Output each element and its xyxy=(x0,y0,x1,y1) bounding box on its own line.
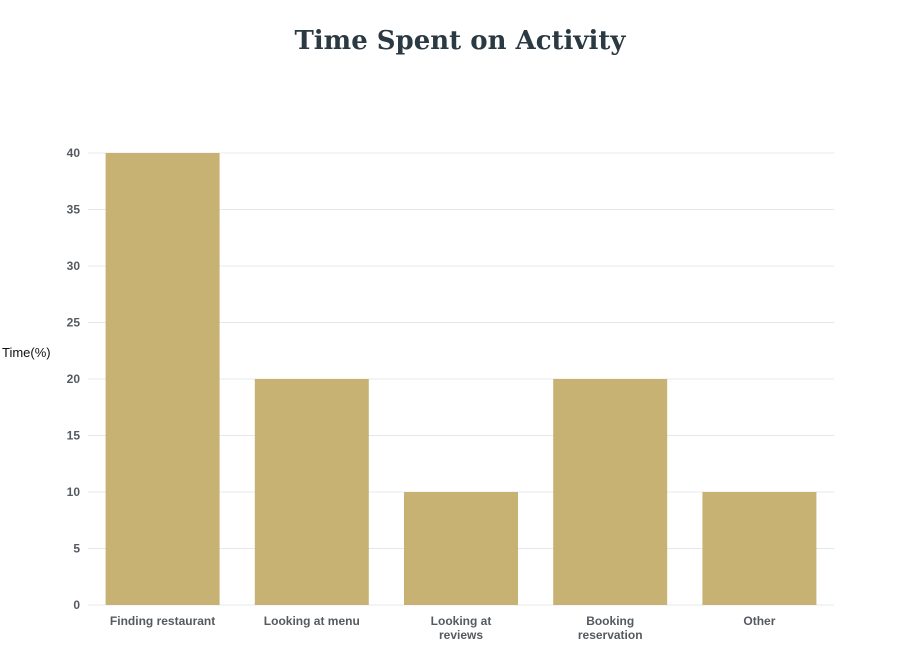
x-tick-label: Looking at menu xyxy=(264,614,360,628)
y-tick-label: 20 xyxy=(67,372,81,386)
y-tick-label: 40 xyxy=(67,146,81,160)
x-tick-label: Other xyxy=(743,614,775,628)
x-tick-label: Looking at reviews xyxy=(431,614,492,642)
bar xyxy=(105,153,220,605)
y-tick-label: 25 xyxy=(67,316,81,330)
bar xyxy=(254,379,369,605)
bar xyxy=(702,492,817,605)
y-tick-label: 30 xyxy=(67,259,81,273)
x-tick-label: Booking reservation xyxy=(578,614,643,642)
bar xyxy=(404,492,518,605)
y-tick-label: 15 xyxy=(67,429,81,443)
y-axis-label: Time(%) xyxy=(2,345,51,360)
y-tick-label: 5 xyxy=(73,542,80,556)
y-tick-label: 10 xyxy=(67,485,81,499)
y-tick-label: 35 xyxy=(67,203,81,217)
bar xyxy=(553,379,668,605)
y-tick-label: 0 xyxy=(73,598,80,612)
x-tick-label: Finding restaurant xyxy=(110,614,215,628)
chart-title: Time Spent on Activity xyxy=(294,26,626,56)
